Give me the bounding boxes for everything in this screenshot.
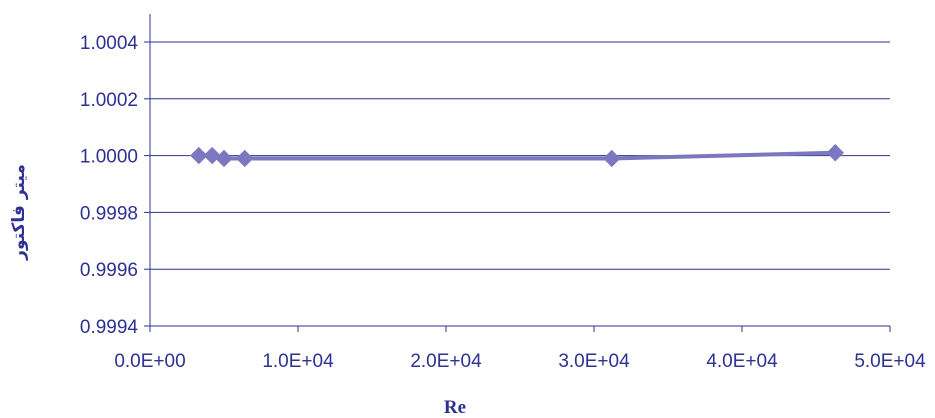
data-point <box>190 146 208 165</box>
gridlines <box>150 41 890 270</box>
y-axis-ticks: 0.9994 0.9996 0.9998 1.0000 1.0002 1.0004 <box>80 33 150 338</box>
y-tick-label: 0.9994 <box>80 317 139 338</box>
series <box>190 144 844 168</box>
y-tick-label: 0.9996 <box>80 260 138 281</box>
x-tick-label: 4.0E+04 <box>706 351 778 372</box>
x-tick-label: 5.0E+04 <box>854 351 926 372</box>
x-tick-label: 3.0E+04 <box>558 351 630 372</box>
x-tick-label: 1.0E+04 <box>262 351 334 372</box>
y-tick-label: 1.0004 <box>80 33 139 54</box>
axes <box>149 14 890 327</box>
data-point <box>236 149 254 168</box>
y-axis-title: میتر فاکتور <box>9 164 29 261</box>
x-axis-title: Re <box>444 397 466 418</box>
y-tick-label: 0.9998 <box>80 203 138 224</box>
data-point <box>826 144 844 162</box>
data-point <box>215 149 233 168</box>
x-tick-label: 2.0E+04 <box>410 351 482 372</box>
y-tick-label: 1.0002 <box>80 90 138 111</box>
x-axis-ticks: 0.0E+00 1.0E+04 2.0E+04 3.0E+04 4.0E+04 5.0E+… <box>114 326 926 372</box>
data-point <box>603 149 621 168</box>
data-point <box>203 146 221 165</box>
y-tick-label: 1.0000 <box>80 147 138 168</box>
x-tick-label: 0.0E+00 <box>114 351 185 372</box>
